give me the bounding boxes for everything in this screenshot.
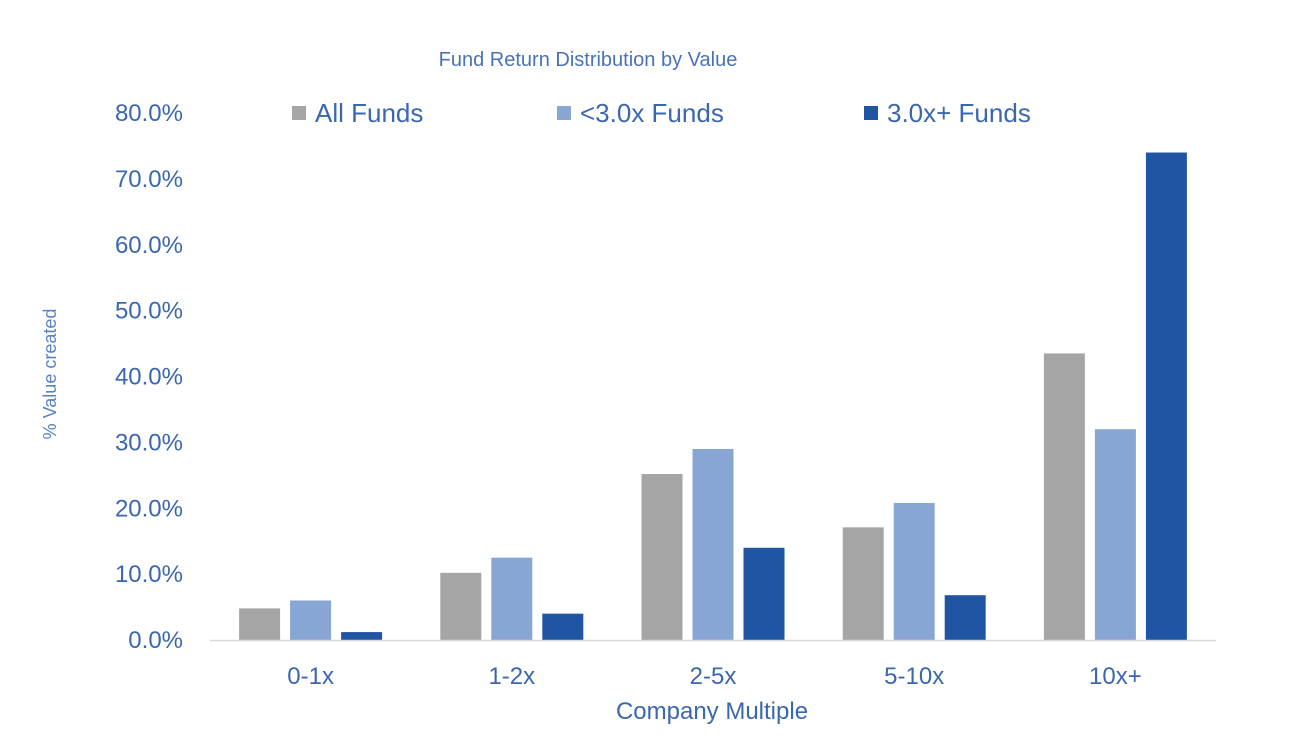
x-category-label: 0-1x [287, 663, 334, 690]
y-tick-label: 80.0% [115, 100, 183, 127]
y-tick-label: 10.0% [115, 561, 183, 588]
x-category-label: 2-5x [690, 663, 737, 690]
legend-swatch [292, 106, 306, 120]
bar-01x-series-3 [341, 632, 383, 640]
bar-12x-series-3 [542, 613, 584, 640]
y-axis-title: % Value created [40, 309, 60, 440]
bar-12x-series-2 [491, 557, 533, 640]
legend-swatch [557, 106, 571, 120]
x-axis-categories: 0-1x 1-2x 2-5x 5-10x 10x+ [287, 663, 1142, 690]
x-category-label: 5-10x [884, 663, 944, 690]
bar-12x-series-1 [440, 572, 482, 640]
y-tick-label: 20.0% [115, 495, 183, 522]
bar-510x-series-1 [842, 527, 884, 640]
legend-swatch [864, 106, 878, 120]
bar-25x-series-3 [743, 547, 785, 640]
legend-label: All Funds [315, 98, 423, 128]
y-tick-label: 30.0% [115, 429, 183, 456]
bar-25x-series-1 [641, 473, 683, 640]
x-category-label: 10x+ [1089, 663, 1142, 690]
legend-label: 3.0x+ Funds [887, 98, 1031, 128]
bar-10x-series-3 [1145, 152, 1187, 640]
y-axis-ticks: 0.0% 10.0% 20.0% 30.0% 40.0% 50.0% 60.0% 70.0% 8… [115, 100, 183, 654]
y-tick-label: 70.0% [115, 166, 183, 193]
bar-10x-series-1 [1043, 353, 1085, 640]
legend: All Funds <3.0x Funds 3.0x+ Funds [292, 98, 1031, 128]
legend-label: <3.0x Funds [580, 98, 724, 128]
chart-title: Fund Return Distribution by Value [439, 49, 738, 71]
bar-01x-series-1 [239, 608, 281, 640]
y-tick-label: 60.0% [115, 232, 183, 259]
y-tick-label: 50.0% [115, 298, 183, 325]
bars-group [239, 152, 1187, 640]
bar-10x-series-2 [1094, 429, 1136, 640]
y-tick-label: 0.0% [128, 627, 183, 654]
x-axis-title: Company Multiple [616, 698, 808, 725]
bar-25x-series-2 [692, 448, 734, 640]
bar-510x-series-2 [893, 502, 935, 640]
bar-510x-series-3 [944, 595, 986, 640]
x-category-label: 1-2x [488, 663, 535, 690]
bar-01x-series-2 [290, 600, 332, 640]
y-tick-label: 40.0% [115, 364, 183, 391]
